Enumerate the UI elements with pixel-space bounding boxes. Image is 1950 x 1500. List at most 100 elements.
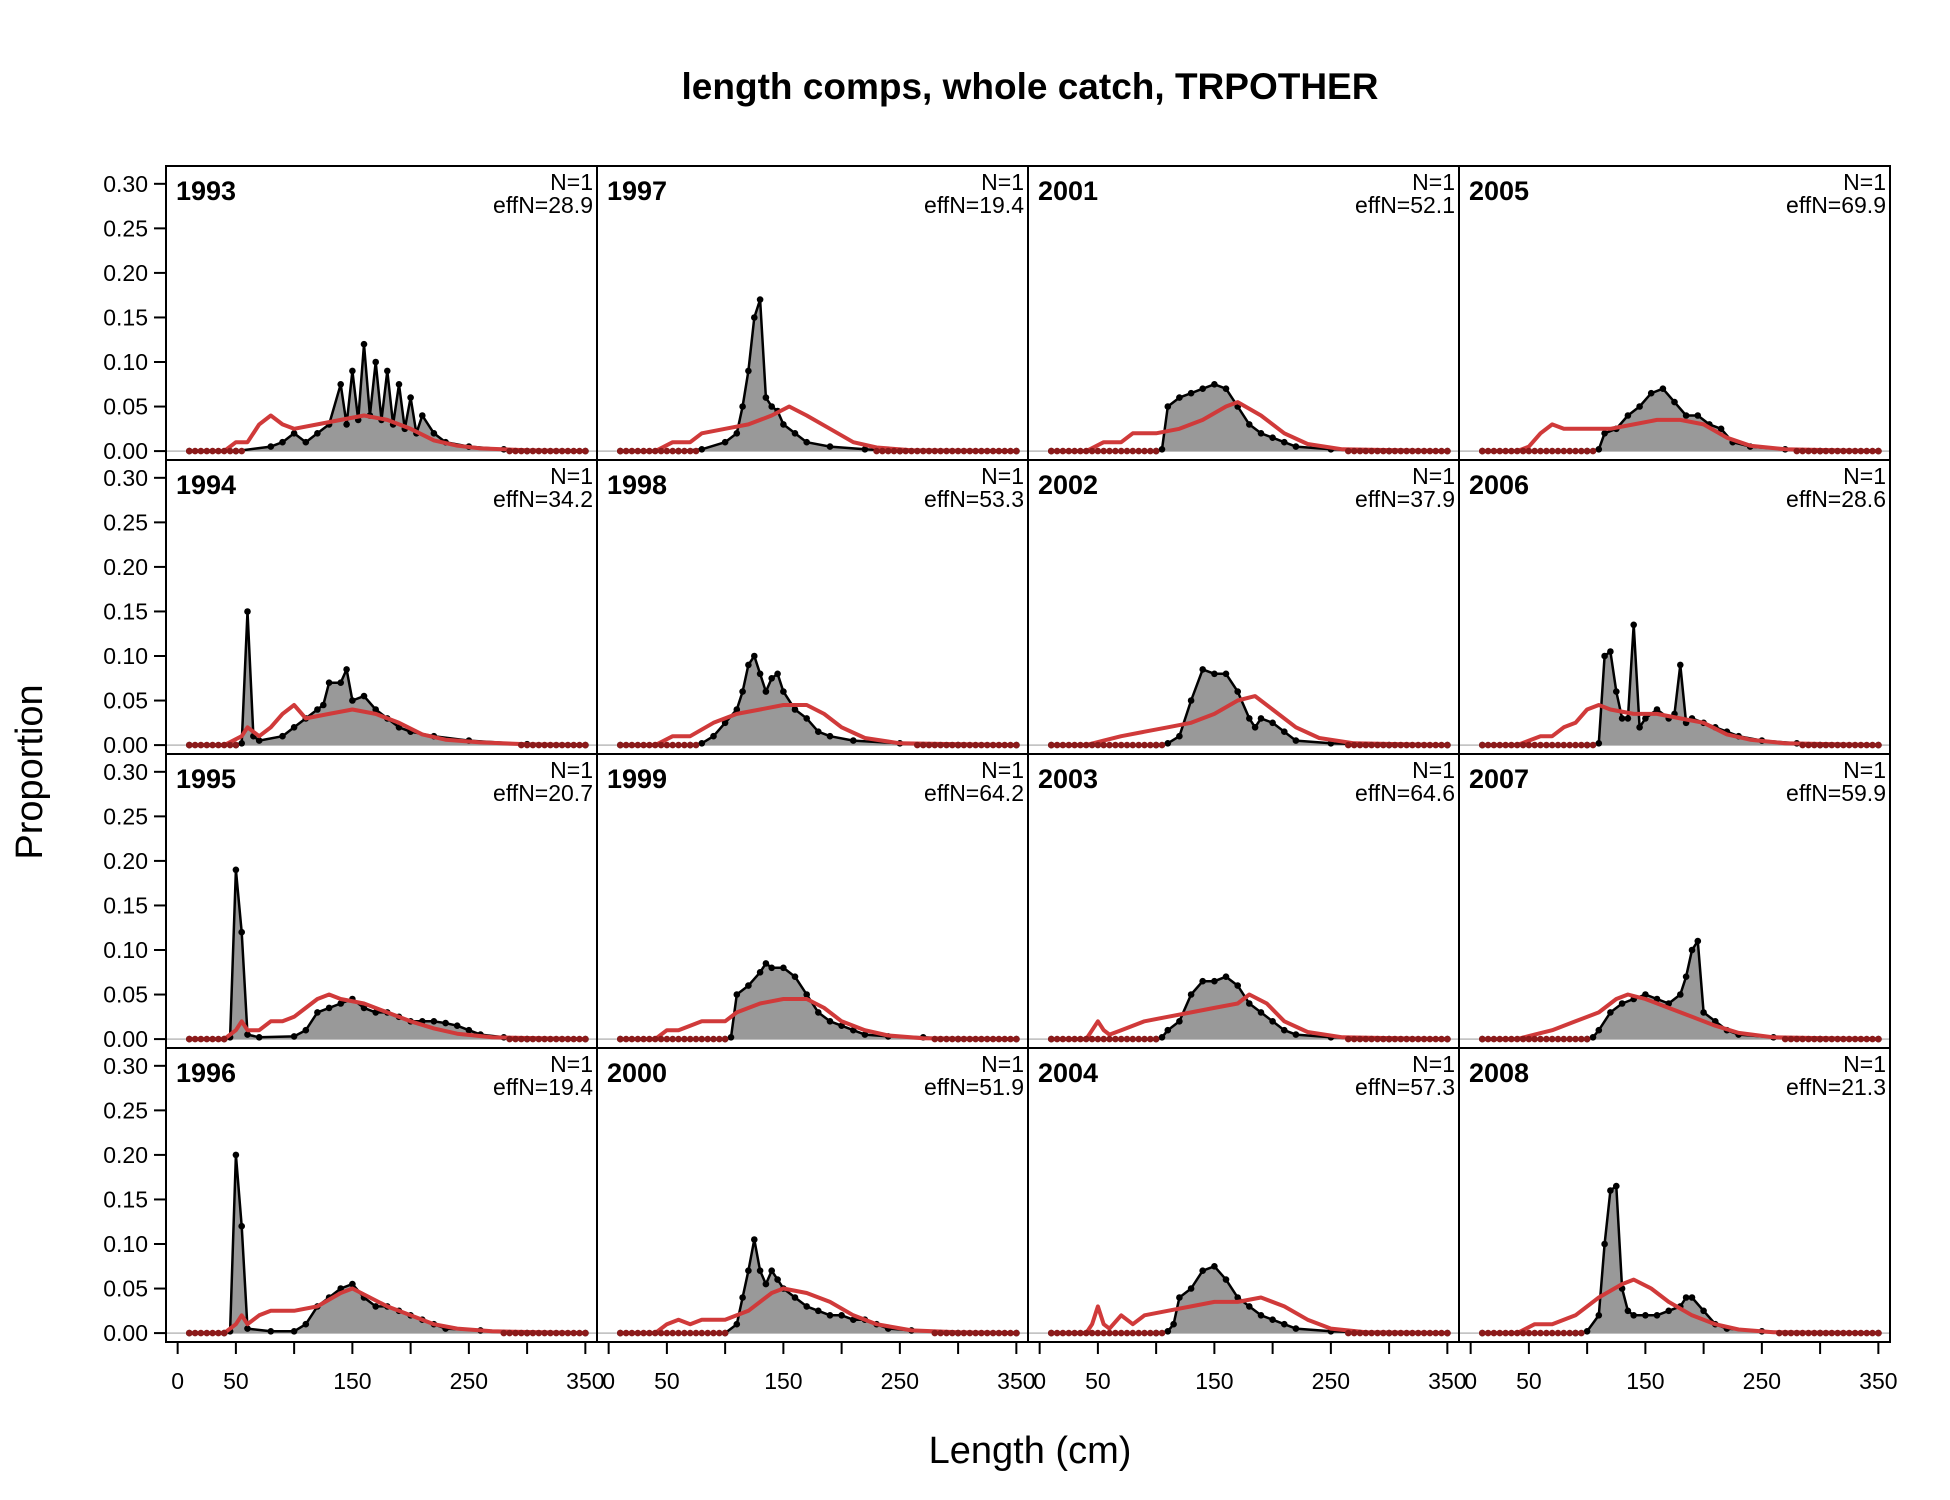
zero-marker (523, 741, 531, 749)
zero-marker (686, 1035, 694, 1043)
observed-point (733, 706, 741, 713)
zero-marker (1787, 1329, 1795, 1337)
observed-point (372, 706, 380, 713)
observed-point (710, 732, 717, 740)
zero-marker (663, 741, 671, 749)
zero-marker (1112, 741, 1119, 749)
observed-point (1653, 1312, 1661, 1319)
observed-point (1694, 937, 1702, 945)
zero-marker (1781, 1329, 1789, 1337)
observed-point (1292, 1325, 1300, 1332)
zero-marker (1811, 741, 1818, 749)
zero-marker (1141, 1329, 1148, 1337)
zero-marker (972, 447, 979, 455)
observed-point (320, 701, 327, 709)
observed-point (733, 1320, 741, 1328)
zero-marker (1426, 447, 1434, 455)
zero-marker (902, 447, 909, 455)
zero-marker (1828, 447, 1836, 455)
expected-line (1051, 694, 1448, 748)
zero-marker (1834, 1329, 1841, 1337)
zero-marker (1490, 741, 1498, 749)
expected-line (620, 1286, 1017, 1336)
zero-marker (1543, 1035, 1550, 1043)
observed-point (290, 1033, 298, 1040)
zero-marker (978, 447, 985, 455)
zero-marker (686, 1329, 694, 1337)
zero-marker (547, 1329, 554, 1337)
year-label: 1993 (176, 176, 236, 206)
observed-point (1630, 1312, 1637, 1319)
zero-marker (1554, 741, 1562, 749)
zero-marker (646, 1329, 653, 1337)
observed-point (1269, 1316, 1276, 1323)
observed-point (337, 381, 345, 388)
observed-point (1630, 621, 1637, 629)
zero-marker (1834, 741, 1841, 749)
n-label: N=1 (550, 757, 593, 783)
zero-marker (966, 447, 974, 455)
observed-point (267, 443, 275, 450)
observed-point (1176, 1294, 1183, 1301)
zero-marker (1152, 447, 1160, 455)
zero-marker (908, 447, 915, 455)
zero-marker (989, 447, 997, 455)
expected-line (189, 1286, 586, 1336)
zero-marker (937, 1035, 944, 1043)
observed-point (1659, 385, 1667, 393)
zero-marker (191, 1035, 199, 1043)
zero-marker (1479, 1329, 1486, 1337)
zero-marker (1053, 741, 1061, 749)
observed-point (267, 1328, 275, 1335)
observed-point (1671, 398, 1678, 406)
year-label: 2003 (1038, 764, 1098, 794)
zero-marker (651, 1035, 659, 1043)
zero-marker (657, 741, 665, 749)
x-tick-label: 250 (881, 1368, 919, 1394)
expected-line (1482, 417, 1879, 454)
observed-area (1482, 1186, 1879, 1334)
zero-marker (1572, 741, 1579, 749)
zero-marker (960, 447, 968, 455)
zero-marker (535, 1329, 543, 1337)
zero-marker (1117, 741, 1125, 749)
zero-marker (1117, 1035, 1125, 1043)
zero-marker (1822, 447, 1830, 455)
y-tick-label: 0.15 (103, 304, 148, 330)
zero-marker (1513, 447, 1521, 455)
observed-point (1246, 421, 1253, 428)
zero-marker (518, 447, 525, 455)
observed-point (733, 430, 741, 437)
zero-marker (1863, 1329, 1870, 1337)
zero-marker (1345, 1035, 1352, 1043)
zero-marker (1100, 447, 1107, 455)
observed-point (1601, 652, 1608, 660)
zero-marker (518, 1035, 525, 1043)
zero-marker (1432, 447, 1439, 455)
zero-marker (576, 1329, 583, 1337)
zero-marker (1525, 447, 1533, 455)
zero-marker (1484, 1329, 1492, 1337)
zero-marker (1362, 447, 1370, 455)
zero-marker (1065, 1329, 1073, 1337)
zero-marker (1828, 1035, 1836, 1043)
year-label: 2008 (1469, 1058, 1529, 1088)
zero-marker (1007, 1329, 1014, 1337)
x-tick-label: 150 (333, 1368, 371, 1394)
zero-marker (978, 741, 985, 749)
zero-marker (1426, 741, 1434, 749)
zero-marker (1065, 447, 1073, 455)
observed-point (745, 661, 752, 669)
zero-marker (954, 447, 962, 455)
zero-marker (1065, 1035, 1073, 1043)
observed-area (1051, 669, 1448, 746)
y-tick-label: 0.00 (103, 1320, 148, 1346)
zero-marker (995, 447, 1003, 455)
zero-marker (1403, 1035, 1410, 1043)
observed-point (1281, 438, 1288, 446)
zero-marker (1409, 447, 1416, 455)
zero-marker (1776, 1329, 1783, 1337)
